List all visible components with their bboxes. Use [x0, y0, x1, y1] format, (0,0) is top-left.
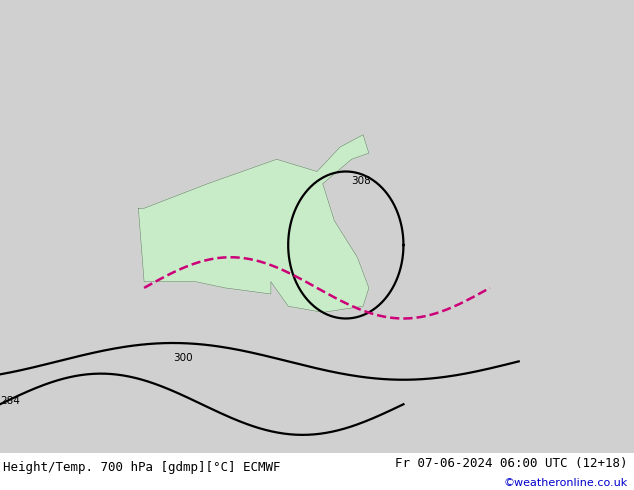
- Text: 300: 300: [173, 353, 193, 364]
- Text: ©weatheronline.co.uk: ©weatheronline.co.uk: [503, 478, 628, 489]
- Text: Height/Temp. 700 hPa [gdmp][°C] ECMWF: Height/Temp. 700 hPa [gdmp][°C] ECMWF: [3, 461, 281, 474]
- Polygon shape: [138, 135, 369, 312]
- Text: 308: 308: [352, 176, 372, 186]
- Text: Fr 07-06-2024 06:00 UTC (12+18): Fr 07-06-2024 06:00 UTC (12+18): [395, 457, 628, 470]
- Polygon shape: [0, 0, 634, 453]
- Text: 284: 284: [0, 396, 20, 406]
